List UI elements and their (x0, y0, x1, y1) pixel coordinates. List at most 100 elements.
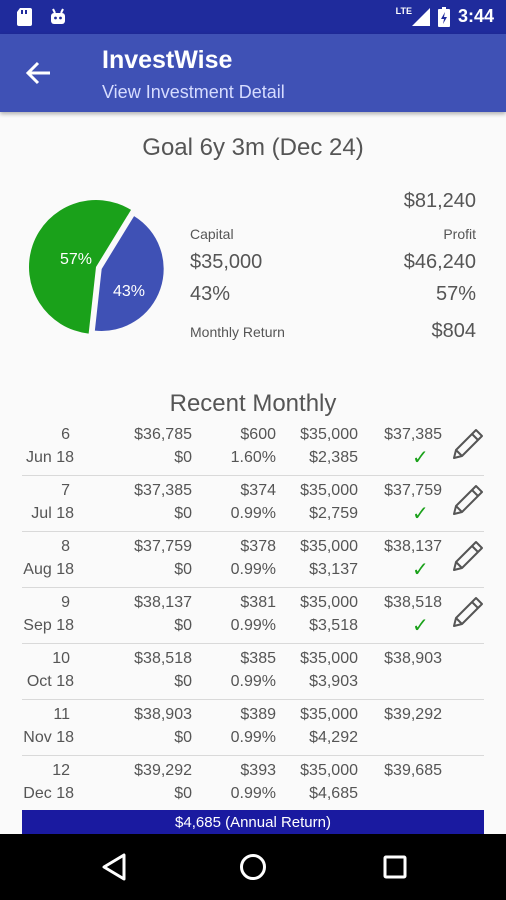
start-balance: $36,785 (134, 426, 192, 443)
start-balance: $39,292 (134, 762, 192, 779)
table-row: 6 Jun 18 $36,785 $0 $600 1.60% $35,000 $2,385 $3… (22, 420, 484, 476)
edit-pencil-icon[interactable] (446, 592, 486, 632)
goal-title: Goal 6y 3m (Dec 24) (142, 134, 364, 161)
end-balance: $38,903 (384, 650, 442, 667)
network-label: LTE (395, 5, 412, 16)
month-number: 6 (61, 426, 70, 443)
table-row: 10 Oct 18 $38,518 $0 $385 0.99% $35,000 $3,903 $… (22, 644, 484, 700)
month-label: Sep 18 (23, 617, 74, 634)
month-number: 10 (52, 650, 70, 667)
end-balance: $39,292 (384, 706, 442, 723)
capital-label: Capital (190, 226, 234, 242)
pie-slice-profit (28, 199, 132, 334)
interest-rate: 0.99% (230, 673, 276, 690)
month-label: Aug 18 (23, 561, 74, 578)
interest-rate: 0.99% (230, 505, 276, 522)
monthly-return-label: Monthly Return (190, 324, 285, 340)
deposit-amount: $0 (174, 729, 192, 746)
monthly-table: 6 Jun 18 $36,785 $0 $600 1.60% $35,000 $2,385 $3… (0, 420, 506, 812)
confirmed-check-icon: ✓ (412, 445, 429, 469)
app-subtitle: View Investment Detail (102, 82, 285, 102)
capital-amount: $35,000 (300, 762, 358, 779)
month-number: 11 (53, 706, 70, 723)
capital-amount: $35,000 (300, 482, 358, 499)
interest-amount: $374 (240, 482, 276, 499)
start-balance: $37,385 (134, 482, 192, 499)
month-number: 7 (61, 482, 70, 499)
signal-icon (411, 7, 430, 26)
back-arrow-icon[interactable] (22, 56, 56, 90)
app-title: InvestWise (102, 46, 233, 74)
end-balance: $39,685 (384, 762, 442, 779)
capital-amount: $35,000 (300, 650, 358, 667)
confirmed-check-icon: ✓ (412, 501, 429, 525)
profit-amount: $3,137 (309, 561, 358, 578)
edit-pencil-icon[interactable] (446, 424, 486, 464)
capital-amount: $35,000 (300, 706, 358, 723)
deposit-amount: $0 (174, 673, 192, 690)
interest-rate: 0.99% (230, 785, 276, 802)
deposit-amount: $0 (174, 785, 192, 802)
nav-recents-icon[interactable] (380, 852, 410, 882)
month-number: 8 (61, 538, 70, 555)
profit-amount: $3,903 (309, 673, 358, 690)
month-label: Oct 18 (26, 673, 74, 690)
capital-percent: 43% (190, 283, 231, 305)
monthly-return-value: $804 (431, 320, 477, 342)
total-value: $81,240 (403, 190, 476, 212)
interest-amount: $389 (240, 706, 276, 723)
end-balance: $38,137 (384, 538, 442, 555)
month-label: Jun 18 (25, 449, 74, 466)
interest-rate: 0.99% (230, 617, 276, 634)
confirmed-check-icon: ✓ (412, 613, 429, 637)
nav-home-icon[interactable] (238, 852, 268, 882)
capital-amount: $35,000 (300, 594, 358, 611)
clock: 3:44 (457, 6, 494, 26)
interest-amount: $393 (240, 762, 276, 779)
deposit-amount: $0 (174, 617, 192, 634)
capital-value: $35,000 (190, 251, 263, 273)
profit-amount: $3,518 (309, 617, 358, 634)
table-row: 9 Sep 18 $38,137 $0 $381 0.99% $35,000 $3,518 $3… (22, 588, 484, 644)
pie-capital-label: 43% (113, 283, 145, 300)
pie-slice-capital (94, 216, 164, 331)
profit-label: Profit (443, 226, 476, 242)
month-number: 9 (61, 594, 70, 611)
end-balance: $37,385 (384, 426, 442, 443)
confirmed-check-icon: ✓ (412, 557, 429, 581)
profit-amount: $4,292 (309, 729, 358, 746)
month-number: 12 (52, 762, 70, 779)
table-row: 12 Dec 18 $39,292 $0 $393 0.99% $35,000 $4,685 $… (22, 756, 484, 812)
recent-monthly-title: Recent Monthly (169, 390, 337, 417)
interest-amount: $600 (240, 426, 276, 443)
table-row: 7 Jul 18 $37,385 $0 $374 0.99% $35,000 $2,759 $3… (22, 476, 484, 532)
month-label: Jul 18 (31, 505, 74, 522)
navigation-bar (0, 834, 506, 900)
nav-back-icon[interactable] (100, 852, 130, 882)
capital-amount: $35,000 (300, 538, 358, 555)
start-balance: $38,518 (134, 650, 192, 667)
allocation-pie-chart: 57% 43% (28, 199, 164, 334)
edit-pencil-icon[interactable] (446, 480, 486, 520)
interest-amount: $378 (240, 538, 276, 555)
deposit-amount: $0 (174, 561, 192, 578)
profit-percent: 57% (435, 283, 476, 305)
end-balance: $38,518 (384, 594, 442, 611)
month-label: Dec 18 (23, 785, 74, 802)
android-icon (51, 8, 65, 24)
end-balance: $37,759 (384, 482, 442, 499)
battery-icon (437, 6, 450, 27)
profit-value: $46,240 (403, 251, 476, 273)
start-balance: $38,903 (134, 706, 192, 723)
start-balance: $37,759 (134, 538, 192, 555)
pie-profit-label: 57% (60, 251, 92, 268)
start-balance: $38,137 (134, 594, 192, 611)
deposit-amount: $0 (174, 449, 192, 466)
edit-pencil-icon[interactable] (446, 536, 486, 576)
profit-amount: $4,685 (309, 785, 358, 802)
annual-return-bar: $4,685 (Annual Return) (22, 810, 484, 836)
interest-amount: $381 (240, 594, 276, 611)
profit-amount: $2,759 (309, 505, 358, 522)
interest-rate: 0.99% (230, 729, 276, 746)
interest-rate: 1.60% (230, 449, 276, 466)
